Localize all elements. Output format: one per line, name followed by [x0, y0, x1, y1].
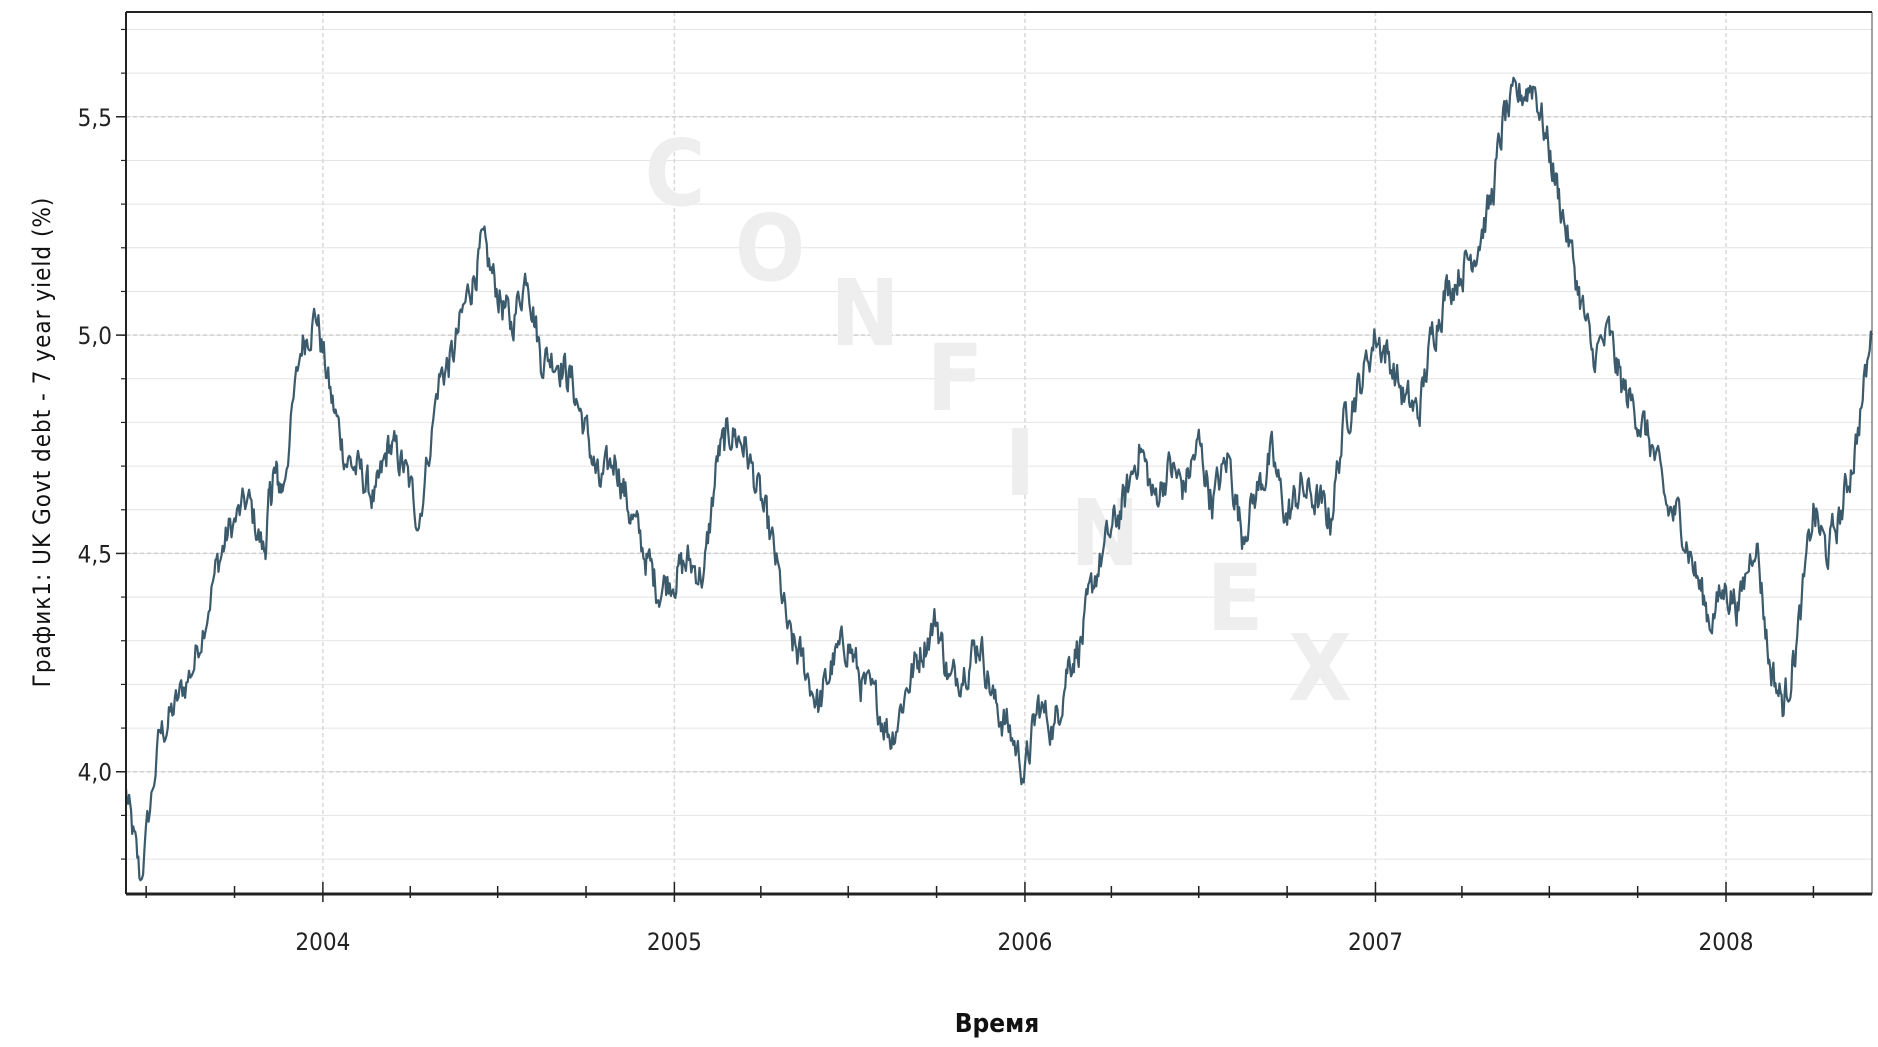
watermark-letter: O [735, 195, 805, 302]
watermark-letter: E [1207, 545, 1264, 652]
y-tick-label: 5,5 [78, 104, 112, 132]
x-axis-label: Время [955, 1009, 1040, 1039]
y-tick-label: 5,0 [78, 322, 112, 350]
series-line [124, 76, 1874, 882]
x-tick-label: 2004 [295, 928, 350, 956]
series-group [124, 76, 1874, 882]
y-tick-label: 4,0 [78, 759, 112, 787]
watermark-letter: F [927, 325, 984, 432]
x-axis: 2004 2005 2006 2007 2008 [145, 882, 1815, 956]
x-tick-label: 2005 [647, 928, 702, 956]
watermark-letter: X [1288, 615, 1352, 722]
y-axis-label: График1: UK Govt debt - 7 year yield (%) [28, 197, 56, 688]
watermark-letter: I [1005, 410, 1036, 517]
x-tick-label: 2008 [1699, 928, 1754, 956]
watermark-letter: C [645, 120, 706, 227]
x-tick-label: 2006 [997, 928, 1052, 956]
x-tick-label: 2007 [1348, 928, 1403, 956]
y-axis: 4,0 4,5 5,0 5,5 [78, 28, 126, 860]
plot-area [126, 12, 1872, 894]
y-tick-label: 4,5 [78, 540, 112, 568]
watermark-letter: N [830, 260, 899, 367]
